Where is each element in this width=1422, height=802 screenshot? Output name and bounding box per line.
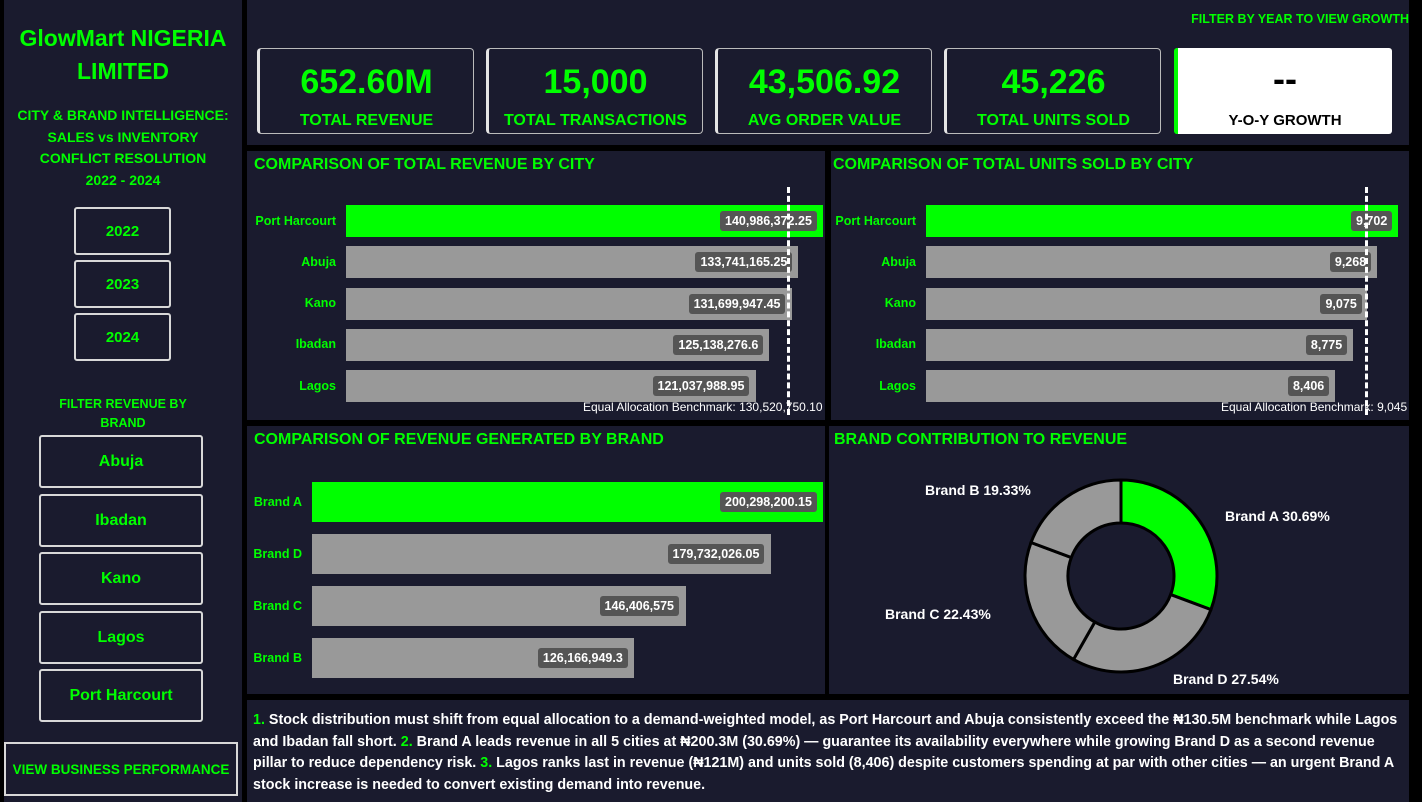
data-label-brand-a: 200,298,200.15 bbox=[720, 492, 817, 512]
chart-title: COMPARISON OF TOTAL UNITS SOLD BY CITY bbox=[833, 156, 1194, 173]
category-label-lagos: Lagos bbox=[299, 378, 336, 393]
insight-text-1: Stock distribution must shift from equal… bbox=[253, 712, 1398, 750]
data-label-brand-c: 146,406,575 bbox=[599, 596, 680, 616]
bar-abuja[interactable] bbox=[926, 246, 1377, 279]
year-button-2023[interactable]: 2023 bbox=[74, 260, 171, 308]
category-label-kano: Kano bbox=[304, 296, 336, 311]
units-by-city-chart: COMPARISON OF TOTAL UNITS SOLD BY CITY P… bbox=[831, 151, 1409, 420]
category-label-port-harcourt: Port Harcourt bbox=[835, 213, 916, 228]
kpi-label: Y-O-Y GROWTH bbox=[1228, 112, 1342, 129]
data-label-kano: 9,075 bbox=[1320, 293, 1362, 314]
data-label-lagos: 121,037,988.95 bbox=[652, 376, 750, 397]
data-label-kano: 131,699,947.45 bbox=[688, 293, 786, 314]
kpi-value: 43,506.92 bbox=[748, 63, 901, 101]
kpi-card-avg-order-value: 43,506.92 AVG ORDER VALUE bbox=[715, 48, 932, 134]
slice-label-brand-a: Brand A 30.69% bbox=[1225, 508, 1330, 524]
insight-text-3: Lagos ranks last in revenue (₦121M) and … bbox=[253, 755, 1394, 793]
city-button-abuja[interactable]: Abuja bbox=[39, 435, 203, 488]
category-label-abuja: Abuja bbox=[301, 254, 336, 269]
category-label-ibadan: Ibadan bbox=[875, 337, 916, 352]
bar-lagos[interactable] bbox=[926, 370, 1335, 403]
slice-brand-c[interactable] bbox=[1023, 540, 1097, 662]
slice-label-brand-d: Brand D 27.54% bbox=[1173, 671, 1279, 687]
city-button-port-harcourt[interactable]: Port Harcourt bbox=[39, 669, 203, 722]
city-button-ibadan[interactable]: Ibadan bbox=[39, 494, 203, 547]
kpi-value: -- bbox=[1273, 58, 1297, 99]
data-label-ibadan: 125,138,276.6 bbox=[673, 334, 764, 355]
insight-text-2: Brand A leads revenue in all 5 cities at… bbox=[253, 733, 1375, 772]
insights-text: 1. Stock distribution must shift from eq… bbox=[247, 700, 1409, 802]
kpi-panel: FILTER BY YEAR TO VIEW GROWTH 652.60M TO… bbox=[247, 0, 1409, 145]
sidebar: GlowMart NIGERIA LIMITED CITY & BRAND IN… bbox=[4, 0, 242, 802]
brand-filter-title-line2: BRAND bbox=[100, 416, 146, 430]
chart-title: COMPARISON OF TOTAL REVENUE BY CITY bbox=[254, 156, 595, 173]
data-label-lagos: 8,406 bbox=[1287, 376, 1330, 397]
kpi-label: AVG ORDER VALUE bbox=[747, 112, 902, 129]
city-button-kano[interactable]: Kano bbox=[39, 552, 203, 605]
data-label-port-harcourt: 9,702 bbox=[1351, 211, 1393, 231]
category-label-brand-c: Brand C bbox=[253, 598, 302, 613]
kpi-label: TOTAL REVENUE bbox=[299, 112, 434, 129]
data-label-abuja: 9,268 bbox=[1329, 252, 1372, 273]
year-button-2024[interactable]: 2024 bbox=[74, 313, 171, 361]
benchmark-line bbox=[1365, 187, 1369, 415]
company-name-line2: LIMITED bbox=[77, 58, 169, 84]
insight-number-2: 2. bbox=[400, 733, 413, 750]
year-button-2022[interactable]: 2022 bbox=[74, 207, 171, 255]
category-label-abuja: Abuja bbox=[881, 254, 916, 269]
insight-number-1: 1. bbox=[253, 712, 265, 728]
subtitle-line2: SALES vs INVENTORY bbox=[47, 128, 199, 145]
report-subtitle: CITY & BRAND INTELLIGENCE: SALES vs INVE… bbox=[4, 105, 242, 191]
company-name: GlowMart NIGERIA LIMITED bbox=[4, 22, 242, 88]
category-label-brand-d: Brand D bbox=[253, 546, 302, 561]
subtitle-line4: 2022 - 2024 bbox=[85, 171, 161, 188]
kpi-label: TOTAL TRANSACTIONS bbox=[503, 112, 688, 129]
category-label-kano: Kano bbox=[884, 296, 916, 311]
benchmark-label: Equal Allocation Benchmark: 130,520,750.… bbox=[583, 400, 823, 414]
category-label-brand-a: Brand A bbox=[253, 494, 302, 509]
benchmark-label: Equal Allocation Benchmark: 9,045 bbox=[1221, 400, 1408, 414]
bar-kano[interactable] bbox=[926, 287, 1368, 320]
insight-number-3: 3. bbox=[480, 755, 493, 771]
brand-filter-title-line1: FILTER REVENUE BY bbox=[59, 397, 187, 411]
kpi-card-yoy-growth: -- Y-O-Y GROWTH bbox=[1174, 48, 1392, 134]
kpi-value: 45,226 bbox=[1001, 63, 1106, 101]
slice-brand-a[interactable] bbox=[1119, 478, 1219, 612]
slice-brand-b[interactable] bbox=[1029, 478, 1123, 560]
subtitle-line1: CITY & BRAND INTELLIGENCE: bbox=[17, 107, 229, 123]
category-label-port-harcourt: Port Harcourt bbox=[255, 213, 336, 228]
category-label-lagos: Lagos bbox=[879, 378, 916, 393]
kpi-card-total-units-sold: 45,226 TOTAL UNITS SOLD bbox=[944, 48, 1161, 134]
brand-contribution-chart: BRAND CONTRIBUTION TO REVENUE Brand A 30… bbox=[829, 426, 1409, 694]
subtitle-line3: CONFLICT RESOLUTION bbox=[39, 150, 207, 166]
company-name-line1: GlowMart NIGERIA bbox=[19, 25, 227, 51]
kpi-value: 652.60M bbox=[300, 63, 433, 101]
chart-title: COMPARISON OF REVENUE GENERATED BY BRAND bbox=[254, 431, 664, 448]
bar-ibadan[interactable] bbox=[926, 328, 1353, 361]
chart-title: BRAND CONTRIBUTION TO REVENUE bbox=[834, 431, 1128, 448]
kpi-card-total-transactions: 15,000 TOTAL TRANSACTIONS bbox=[486, 48, 703, 134]
city-button-lagos[interactable]: Lagos bbox=[39, 611, 203, 664]
data-label-port-harcourt: 140,986,372.25 bbox=[720, 211, 817, 231]
data-label-brand-b: 126,166,949.3 bbox=[537, 648, 628, 668]
revenue-by-brand-chart: COMPARISON OF REVENUE GENERATED BY BRAND… bbox=[247, 426, 825, 694]
slice-label-brand-c: Brand C 22.43% bbox=[885, 606, 991, 622]
brand-filter-title: FILTER REVENUE BY BRAND bbox=[4, 395, 242, 433]
data-label-brand-d: 179,732,026.05 bbox=[667, 544, 765, 564]
kpi-value: 15,000 bbox=[543, 63, 648, 101]
data-label-abuja: 133,741,165.25 bbox=[695, 252, 793, 273]
data-label-ibadan: 8,775 bbox=[1305, 334, 1348, 355]
slice-brand-d[interactable] bbox=[1071, 592, 1213, 674]
donut-chart bbox=[1023, 478, 1219, 674]
bar-port-harcourt[interactable] bbox=[926, 205, 1398, 237]
kpi-card-total-revenue: 652.60M TOTAL REVENUE bbox=[257, 48, 474, 134]
benchmark-line bbox=[786, 187, 790, 415]
view-business-performance-button[interactable]: VIEW BUSINESS PERFORMANCE bbox=[4, 742, 238, 796]
category-label-ibadan: Ibadan bbox=[295, 337, 336, 352]
category-label-brand-b: Brand B bbox=[253, 650, 302, 665]
revenue-by-city-chart: COMPARISON OF TOTAL REVENUE BY CITY Port… bbox=[247, 151, 825, 420]
kpi-label: TOTAL UNITS SOLD bbox=[977, 112, 1130, 129]
filter-hint: FILTER BY YEAR TO VIEW GROWTH bbox=[1191, 12, 1409, 26]
slice-label-brand-b: Brand B 19.33% bbox=[925, 482, 1031, 498]
